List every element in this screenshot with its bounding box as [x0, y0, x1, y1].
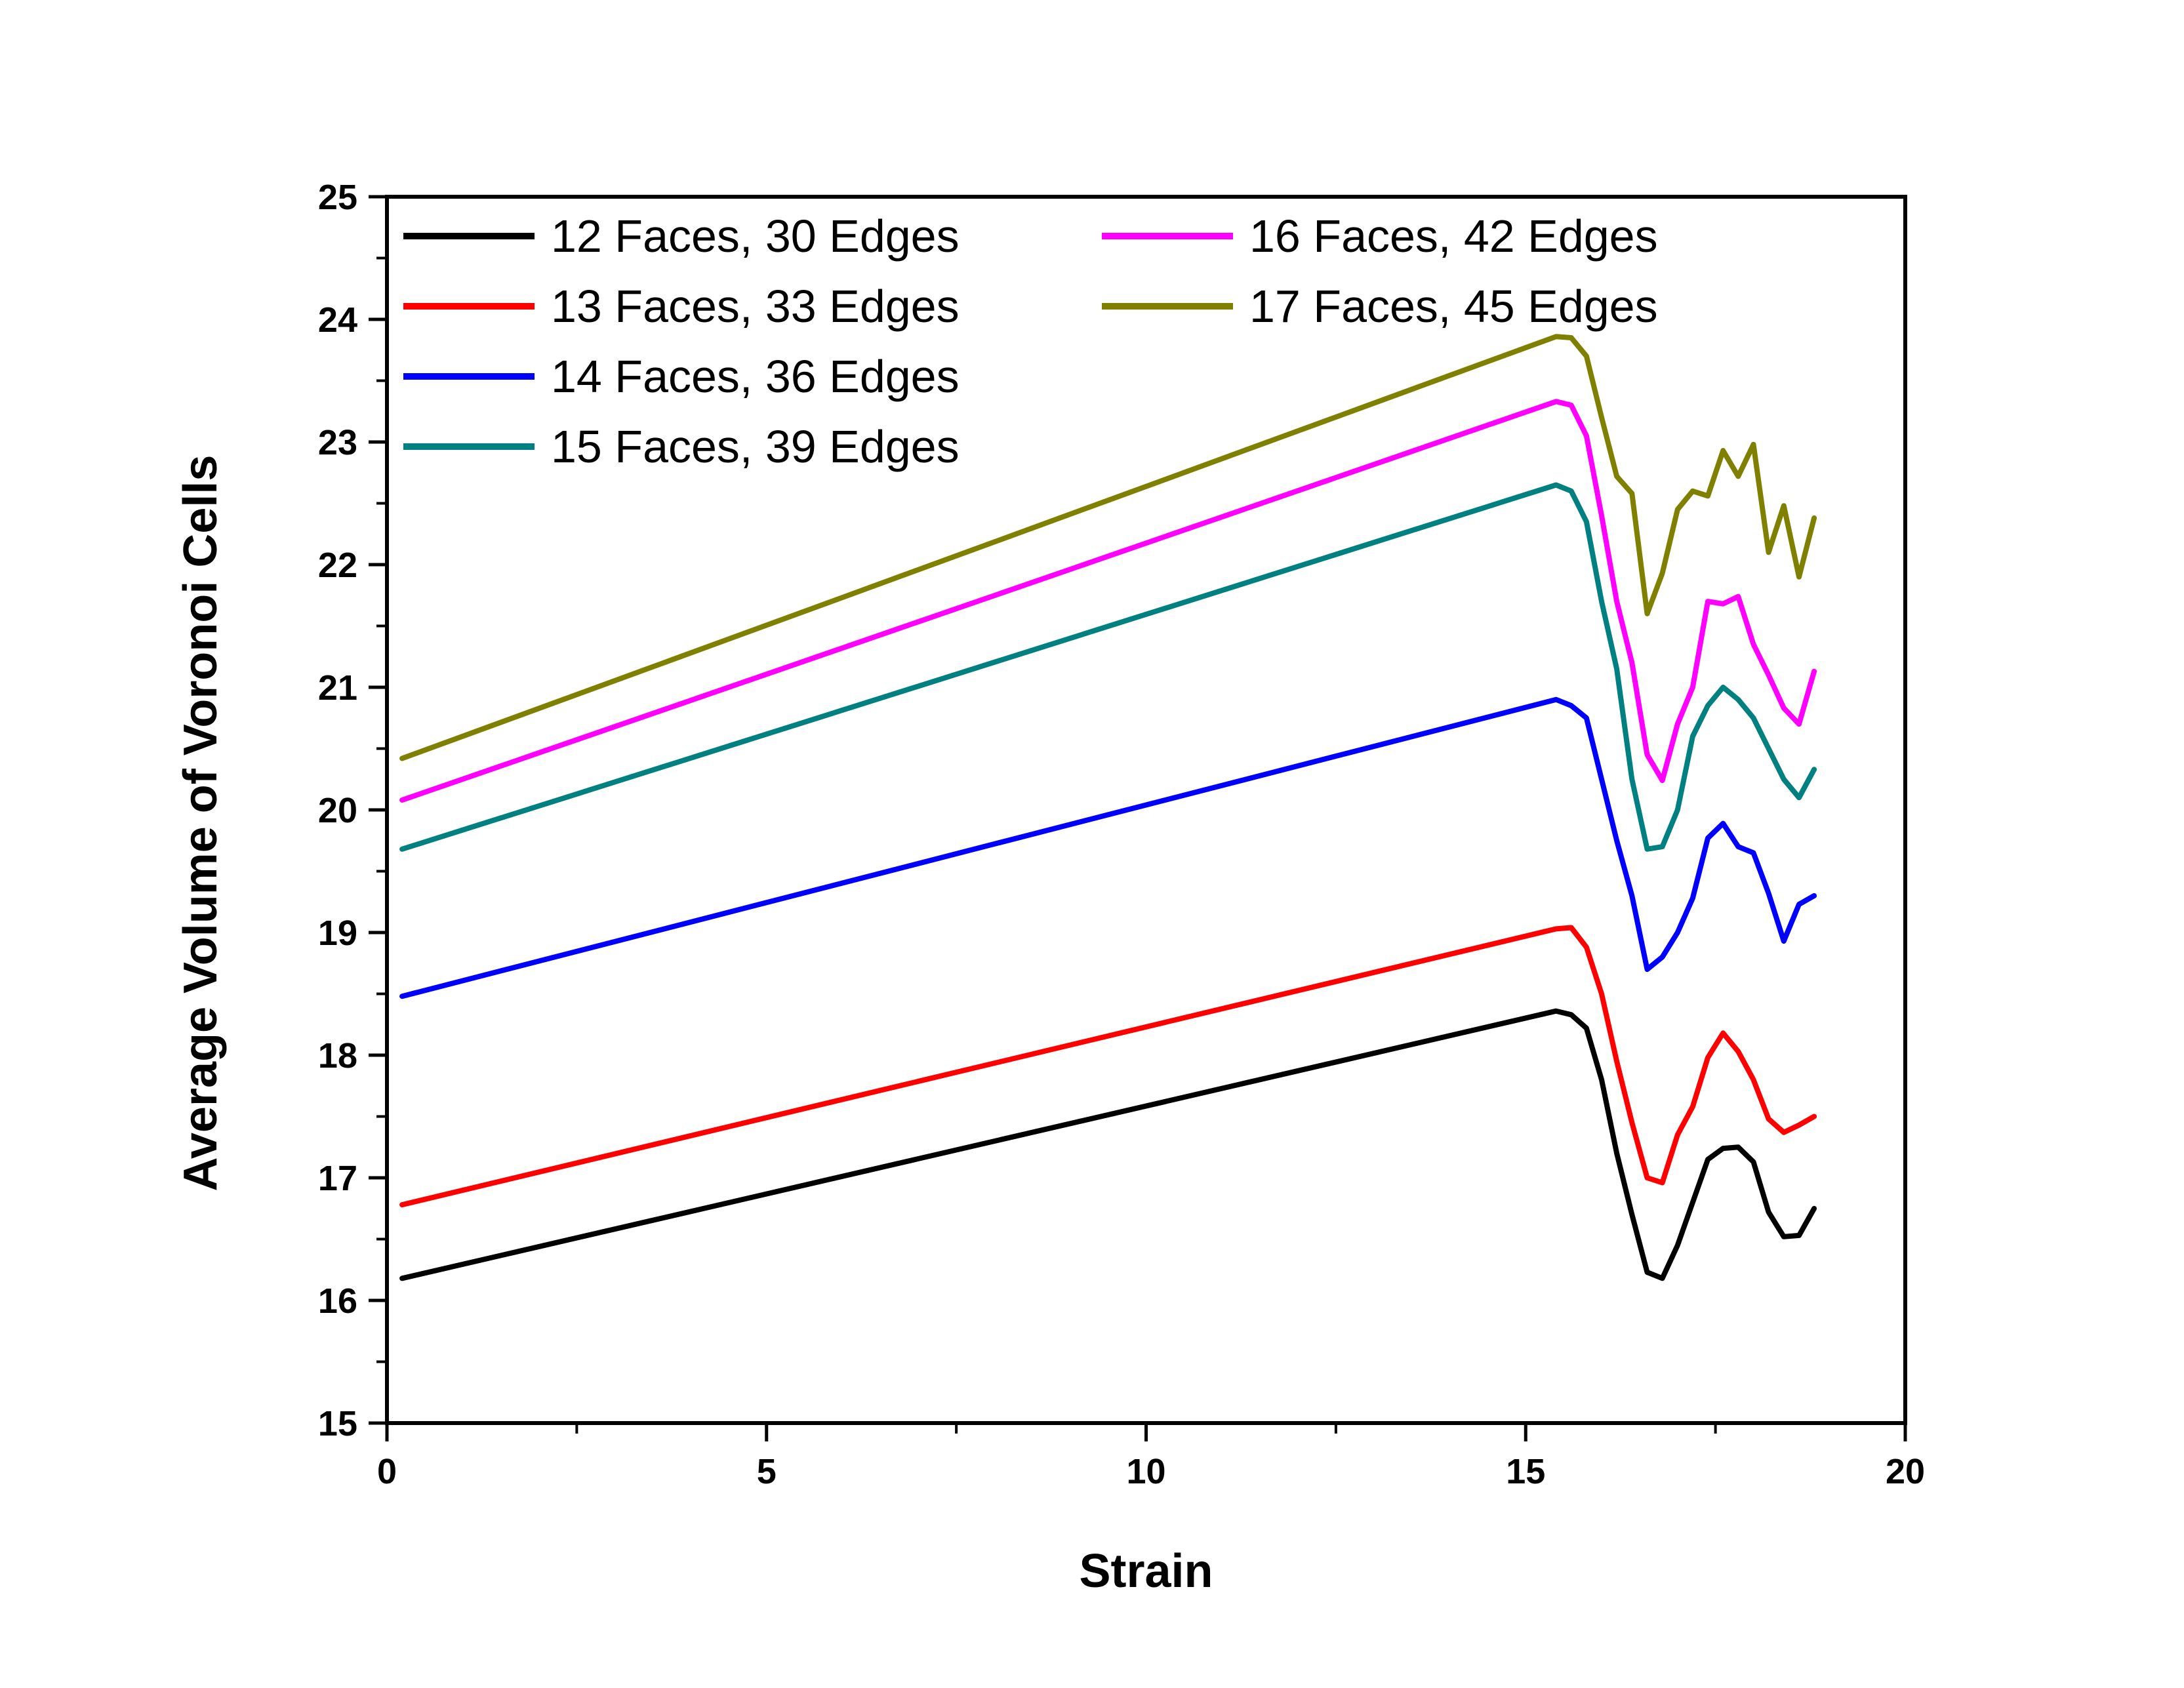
series-line-4	[399, 482, 1817, 852]
y-tick-label: 16	[318, 1281, 357, 1321]
x-tick-label: 10	[1126, 1452, 1165, 1491]
y-tick-label: 18	[318, 1036, 357, 1075]
y-tick-label: 25	[318, 178, 357, 217]
y-tick-label: 24	[318, 300, 357, 340]
series-line-1	[399, 1008, 1817, 1281]
x-tick-label: 5	[757, 1452, 777, 1491]
legend-label-4: 15 Faces, 39 Edges	[551, 421, 960, 472]
y-tick-label: 19	[318, 914, 357, 953]
legend-label-3: 14 Faces, 36 Edges	[551, 351, 960, 402]
series-line-5	[399, 399, 1817, 803]
series-line-2	[399, 925, 1817, 1208]
y-axis-title: Average Volume of Voronoi Cells	[174, 455, 227, 1192]
y-tick-label: 15	[318, 1404, 357, 1443]
x-tick-label: 15	[1506, 1452, 1545, 1491]
y-tick-label: 20	[318, 791, 357, 830]
axes: 0 5 10 15 20 15 16 17 18 19 20 21 22 23 24 25 Strain Aver…	[174, 178, 1925, 1598]
x-tick-label: 0	[377, 1452, 397, 1491]
series-line-6	[399, 334, 1817, 761]
x-axis-title: Strain	[1079, 1545, 1213, 1598]
y-tick-label: 23	[318, 423, 357, 462]
legend-label-6: 17 Faces, 45 Edges	[1249, 281, 1658, 332]
y-tick-label: 17	[318, 1159, 357, 1198]
y-tick-label: 21	[318, 668, 357, 708]
y-tick-label: 22	[318, 546, 357, 585]
legend-label-2: 13 Faces, 33 Edges	[551, 281, 960, 332]
legend-label-1: 12 Faces, 30 Edges	[551, 211, 960, 262]
series-line-3	[399, 696, 1817, 999]
legend: 12 Faces, 30 Edges 13 Faces, 33 Edges 14 F…	[403, 211, 1658, 472]
x-tick-label: 20	[1886, 1452, 1925, 1491]
legend-label-5: 16 Faces, 42 Edges	[1249, 211, 1658, 262]
series-lines	[399, 334, 1817, 1281]
